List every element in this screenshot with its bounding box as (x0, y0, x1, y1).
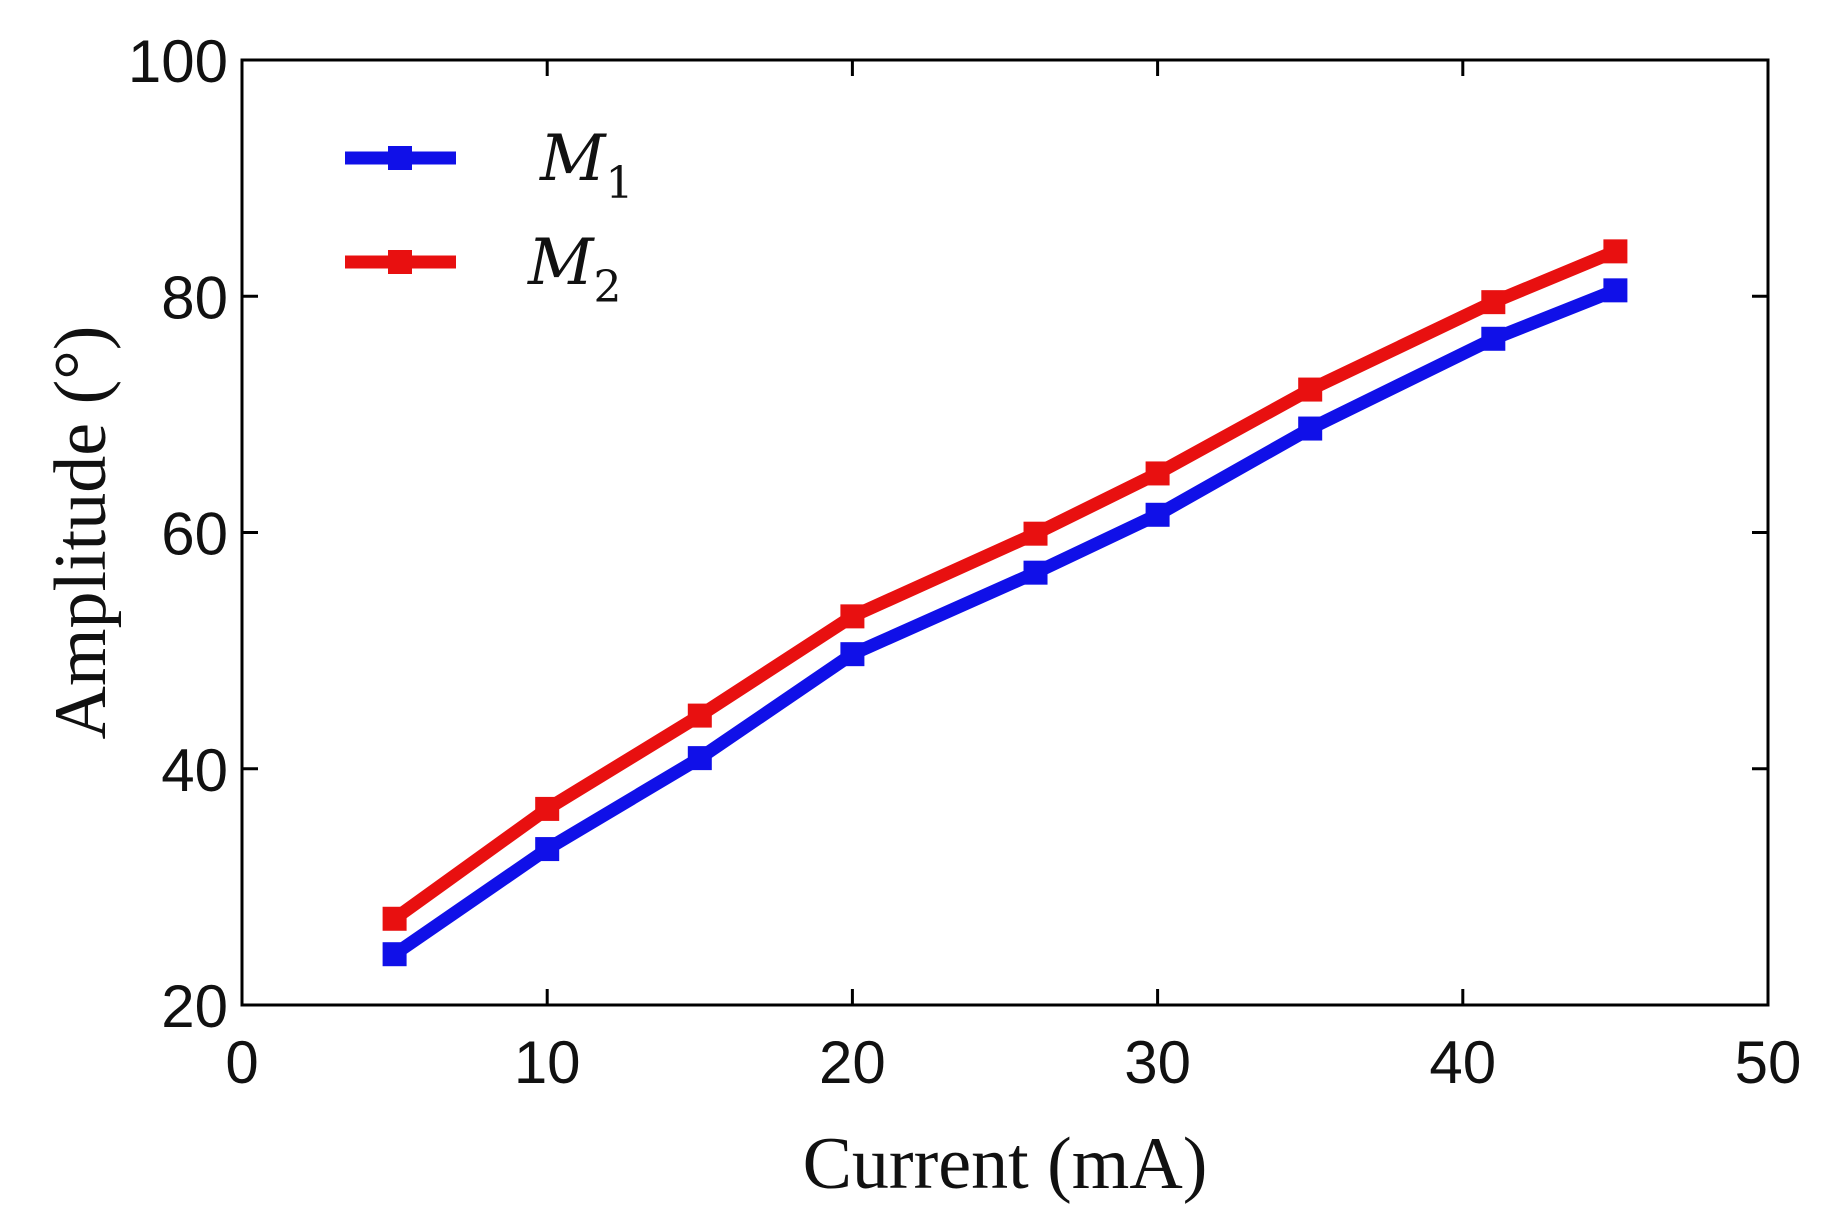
y-tick-label: 100 (128, 28, 228, 95)
data-point-M1 (1298, 416, 1323, 441)
data-point-M2 (535, 796, 560, 821)
data-point-M1 (1481, 326, 1506, 351)
series-line-M1 (390, 284, 1618, 960)
data-point-M1 (1603, 278, 1628, 303)
data-point-M2 (1481, 290, 1506, 315)
x-tick-label: 10 (514, 1029, 581, 1096)
tick-labels: 0 10 20 30 40 50 20 40 60 80 100 (128, 28, 1801, 1096)
x-tick-label: 0 (225, 1029, 258, 1096)
series-layer (382, 239, 1628, 967)
legend-label-M1: M1 (539, 122, 634, 209)
y-axis-title: Amplitude (°) (40, 326, 122, 740)
legend-subscript: 2 (594, 262, 622, 313)
x-tick-label: 50 (1735, 1029, 1802, 1096)
y-tick-label: 20 (161, 973, 228, 1040)
data-point-M2 (687, 703, 712, 728)
data-point-M2 (382, 906, 407, 931)
legend-marker-M1 (388, 146, 412, 170)
data-point-M1 (840, 642, 865, 667)
data-point-M2 (840, 604, 865, 629)
data-point-M2 (1023, 521, 1048, 546)
data-point-M1 (687, 746, 712, 771)
x-tick-label: 20 (819, 1029, 886, 1096)
data-point-M1 (382, 942, 407, 967)
data-point-M2 (1603, 239, 1628, 264)
data-point-M1 (1145, 502, 1170, 527)
data-point-M2 (1145, 461, 1170, 486)
x-tick-label: 30 (1124, 1029, 1191, 1096)
legend-marker-M2 (388, 250, 412, 274)
legend-label-M2: M2 (527, 226, 622, 313)
axis-ticks (240, 58, 1770, 1007)
data-point-M1 (1023, 560, 1048, 585)
data-point-M1 (535, 837, 560, 862)
x-tick-label: 40 (1429, 1029, 1496, 1096)
legend: M1 M2 (345, 122, 634, 313)
y-tick-label: 80 (161, 264, 228, 331)
x-axis-title: Current (mA) (803, 1123, 1208, 1205)
data-point-M2 (1298, 377, 1323, 402)
y-tick-label: 60 (161, 501, 228, 568)
y-tick-label: 40 (161, 737, 228, 804)
legend-subscript: 1 (606, 158, 634, 209)
